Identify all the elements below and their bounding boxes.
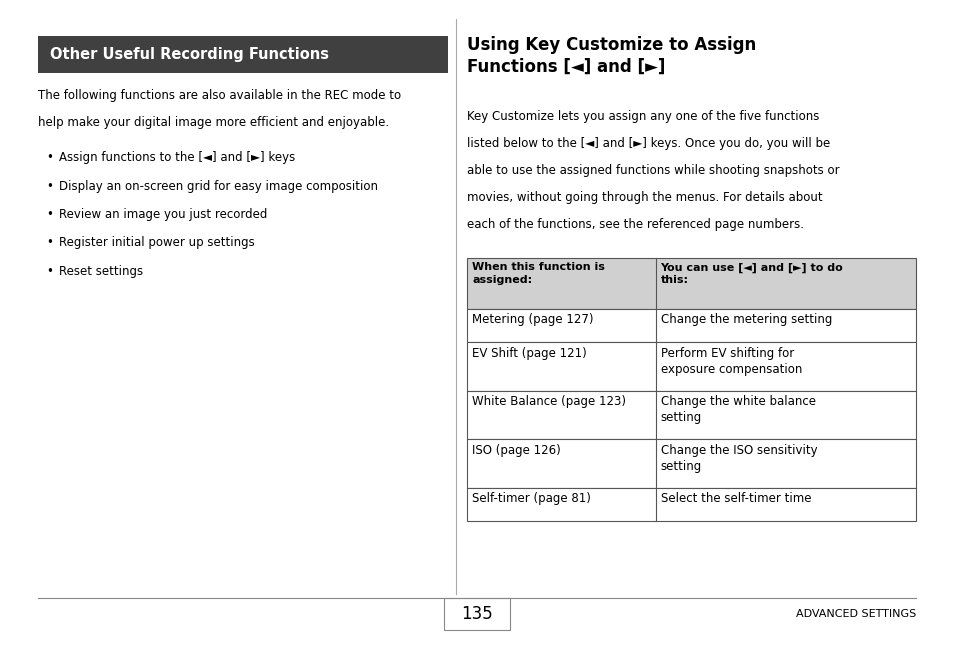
Text: •: • — [46, 180, 52, 193]
Text: Change the white balance
setting: Change the white balance setting — [659, 395, 815, 424]
Text: EV Shift (page 121): EV Shift (page 121) — [472, 347, 586, 360]
Text: Select the self-timer time: Select the self-timer time — [659, 492, 810, 505]
Text: 135: 135 — [460, 605, 493, 623]
Text: •: • — [46, 151, 52, 164]
Text: listed below to the [◄] and [►] keys. Once you do, you will be: listed below to the [◄] and [►] keys. On… — [467, 137, 830, 150]
FancyBboxPatch shape — [467, 258, 915, 309]
Text: Using Key Customize to Assign
Functions [◄] and [►]: Using Key Customize to Assign Functions … — [467, 36, 756, 76]
FancyBboxPatch shape — [467, 439, 915, 488]
FancyBboxPatch shape — [443, 598, 510, 630]
Text: Reset settings: Reset settings — [59, 265, 143, 278]
Text: each of the functions, see the referenced page numbers.: each of the functions, see the reference… — [467, 218, 803, 231]
Text: Key Customize lets you assign any one of the five functions: Key Customize lets you assign any one of… — [467, 110, 819, 123]
Text: Display an on-screen grid for easy image composition: Display an on-screen grid for easy image… — [59, 180, 377, 193]
Text: ADVANCED SETTINGS: ADVANCED SETTINGS — [795, 609, 915, 619]
FancyBboxPatch shape — [38, 36, 448, 73]
Text: •: • — [46, 236, 52, 249]
Text: Change the ISO sensitivity
setting: Change the ISO sensitivity setting — [659, 444, 817, 473]
Text: Assign functions to the [◄] and [►] keys: Assign functions to the [◄] and [►] keys — [59, 151, 295, 164]
Text: movies, without going through the menus. For details about: movies, without going through the menus.… — [467, 191, 822, 204]
Text: Perform EV shifting for
exposure compensation: Perform EV shifting for exposure compens… — [659, 347, 801, 376]
Text: ISO (page 126): ISO (page 126) — [472, 444, 560, 457]
Text: You can use [◄] and [►] to do
this:: You can use [◄] and [►] to do this: — [659, 262, 842, 285]
Text: able to use the assigned functions while shooting snapshots or: able to use the assigned functions while… — [467, 164, 840, 177]
Text: Other Useful Recording Functions: Other Useful Recording Functions — [50, 47, 328, 62]
FancyBboxPatch shape — [467, 391, 915, 439]
Text: •: • — [46, 208, 52, 221]
FancyBboxPatch shape — [467, 488, 915, 521]
Text: Review an image you just recorded: Review an image you just recorded — [59, 208, 267, 221]
Text: Self-timer (page 81): Self-timer (page 81) — [472, 492, 591, 505]
Text: •: • — [46, 265, 52, 278]
Text: Metering (page 127): Metering (page 127) — [472, 313, 593, 326]
FancyBboxPatch shape — [467, 342, 915, 391]
Text: White Balance (page 123): White Balance (page 123) — [472, 395, 625, 408]
Text: help make your digital image more efficient and enjoyable.: help make your digital image more effici… — [38, 116, 389, 129]
Text: Register initial power up settings: Register initial power up settings — [59, 236, 254, 249]
Text: When this function is
assigned:: When this function is assigned: — [472, 262, 604, 285]
Text: The following functions are also available in the REC mode to: The following functions are also availab… — [38, 89, 401, 102]
Text: Change the metering setting: Change the metering setting — [659, 313, 831, 326]
FancyBboxPatch shape — [467, 309, 915, 342]
